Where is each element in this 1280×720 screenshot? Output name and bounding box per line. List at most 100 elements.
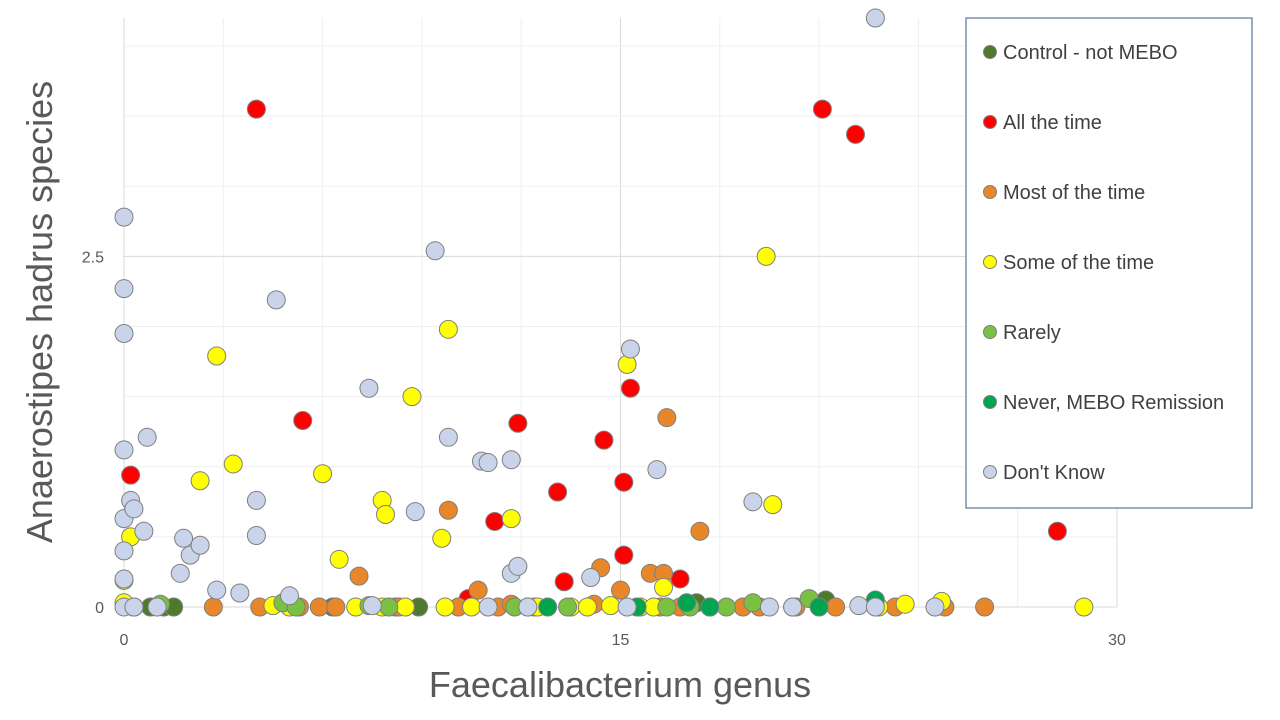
legend-marker	[983, 45, 997, 59]
legend-label: Don't Know	[1003, 462, 1105, 484]
data-point	[865, 597, 885, 617]
data-point	[554, 572, 574, 592]
data-point	[124, 597, 144, 617]
data-point	[379, 597, 399, 617]
data-point	[558, 597, 578, 617]
data-point	[137, 427, 157, 447]
legend-marker	[983, 395, 997, 409]
data-point	[617, 354, 637, 374]
data-point	[1074, 597, 1094, 617]
tick-labels: 0 15 30 0 2.5	[82, 249, 1126, 649]
data-point	[359, 378, 379, 398]
data-point	[395, 597, 415, 617]
data-point	[435, 597, 455, 617]
data-point	[743, 492, 763, 512]
legend-label: Some of the time	[1003, 252, 1154, 274]
data-point	[508, 556, 528, 576]
data-point	[654, 577, 674, 597]
data-point	[230, 583, 250, 603]
data-point	[614, 472, 634, 492]
data-point	[266, 290, 286, 310]
data-point	[375, 504, 395, 524]
data-point	[114, 279, 134, 299]
y-tick-label: 2.5	[82, 249, 104, 266]
data-point	[468, 580, 488, 600]
data-point	[313, 464, 333, 484]
data-point	[462, 597, 482, 617]
data-point	[548, 482, 568, 502]
data-point	[743, 593, 763, 613]
data-point	[134, 521, 154, 541]
data-point	[326, 597, 346, 617]
data-point	[207, 580, 227, 600]
data-point	[617, 597, 637, 617]
data-point	[501, 450, 521, 470]
data-point	[190, 535, 210, 555]
data-point	[121, 465, 141, 485]
data-point	[657, 408, 677, 428]
data-point	[783, 597, 803, 617]
data-point	[405, 502, 425, 522]
legend-label: Control - not MEBO	[1003, 42, 1178, 64]
data-point	[538, 597, 558, 617]
data-point	[293, 410, 313, 430]
data-point	[280, 586, 299, 606]
legend-label: Most of the time	[1003, 182, 1145, 204]
data-points	[114, 8, 1094, 617]
legend-label: All the time	[1003, 112, 1102, 134]
data-point	[478, 597, 498, 617]
data-point	[114, 569, 134, 589]
data-point	[809, 597, 829, 617]
data-point	[647, 460, 667, 480]
data-point	[114, 207, 134, 227]
series-6	[114, 8, 945, 617]
data-point	[402, 387, 422, 407]
x-tick-label: 15	[612, 632, 630, 649]
data-point	[577, 597, 597, 617]
data-point	[190, 471, 210, 491]
data-point	[620, 339, 640, 359]
data-point	[849, 596, 869, 616]
legend: Control - not MEBO All the time Most of th…	[965, 17, 1253, 509]
data-point	[207, 346, 227, 366]
data-point	[611, 580, 630, 600]
data-point	[438, 500, 458, 520]
legend-marker	[983, 255, 997, 269]
data-point	[670, 569, 690, 589]
data-point	[1047, 521, 1067, 541]
data-point	[114, 440, 134, 460]
data-point	[700, 597, 720, 617]
data-point	[690, 521, 710, 541]
data-point	[114, 324, 134, 344]
data-point	[223, 454, 243, 474]
data-point	[432, 528, 452, 548]
data-point	[246, 525, 266, 545]
data-point	[826, 597, 846, 617]
data-point	[677, 593, 697, 613]
data-point	[329, 549, 349, 569]
data-point	[485, 511, 505, 531]
data-point	[349, 566, 369, 586]
data-point	[114, 541, 134, 561]
data-point	[759, 597, 779, 617]
legend-marker	[983, 465, 997, 479]
x-axis-title: Faecalibacterium genus	[429, 664, 811, 705]
data-point	[362, 596, 382, 616]
data-point	[581, 568, 601, 588]
data-point	[147, 597, 167, 617]
data-point	[170, 563, 190, 583]
data-point	[763, 495, 783, 515]
data-point	[846, 124, 866, 144]
data-point	[425, 241, 445, 261]
data-point	[895, 594, 915, 614]
legend-label: Rarely	[1003, 322, 1061, 344]
legend-label: Never, MEBO Remission	[1003, 392, 1224, 414]
data-point	[657, 597, 677, 617]
data-point	[438, 427, 458, 447]
x-tick-label: 0	[120, 632, 129, 649]
data-point	[812, 99, 832, 119]
legend-marker	[983, 325, 997, 339]
data-point	[865, 8, 885, 28]
data-point	[246, 490, 266, 510]
